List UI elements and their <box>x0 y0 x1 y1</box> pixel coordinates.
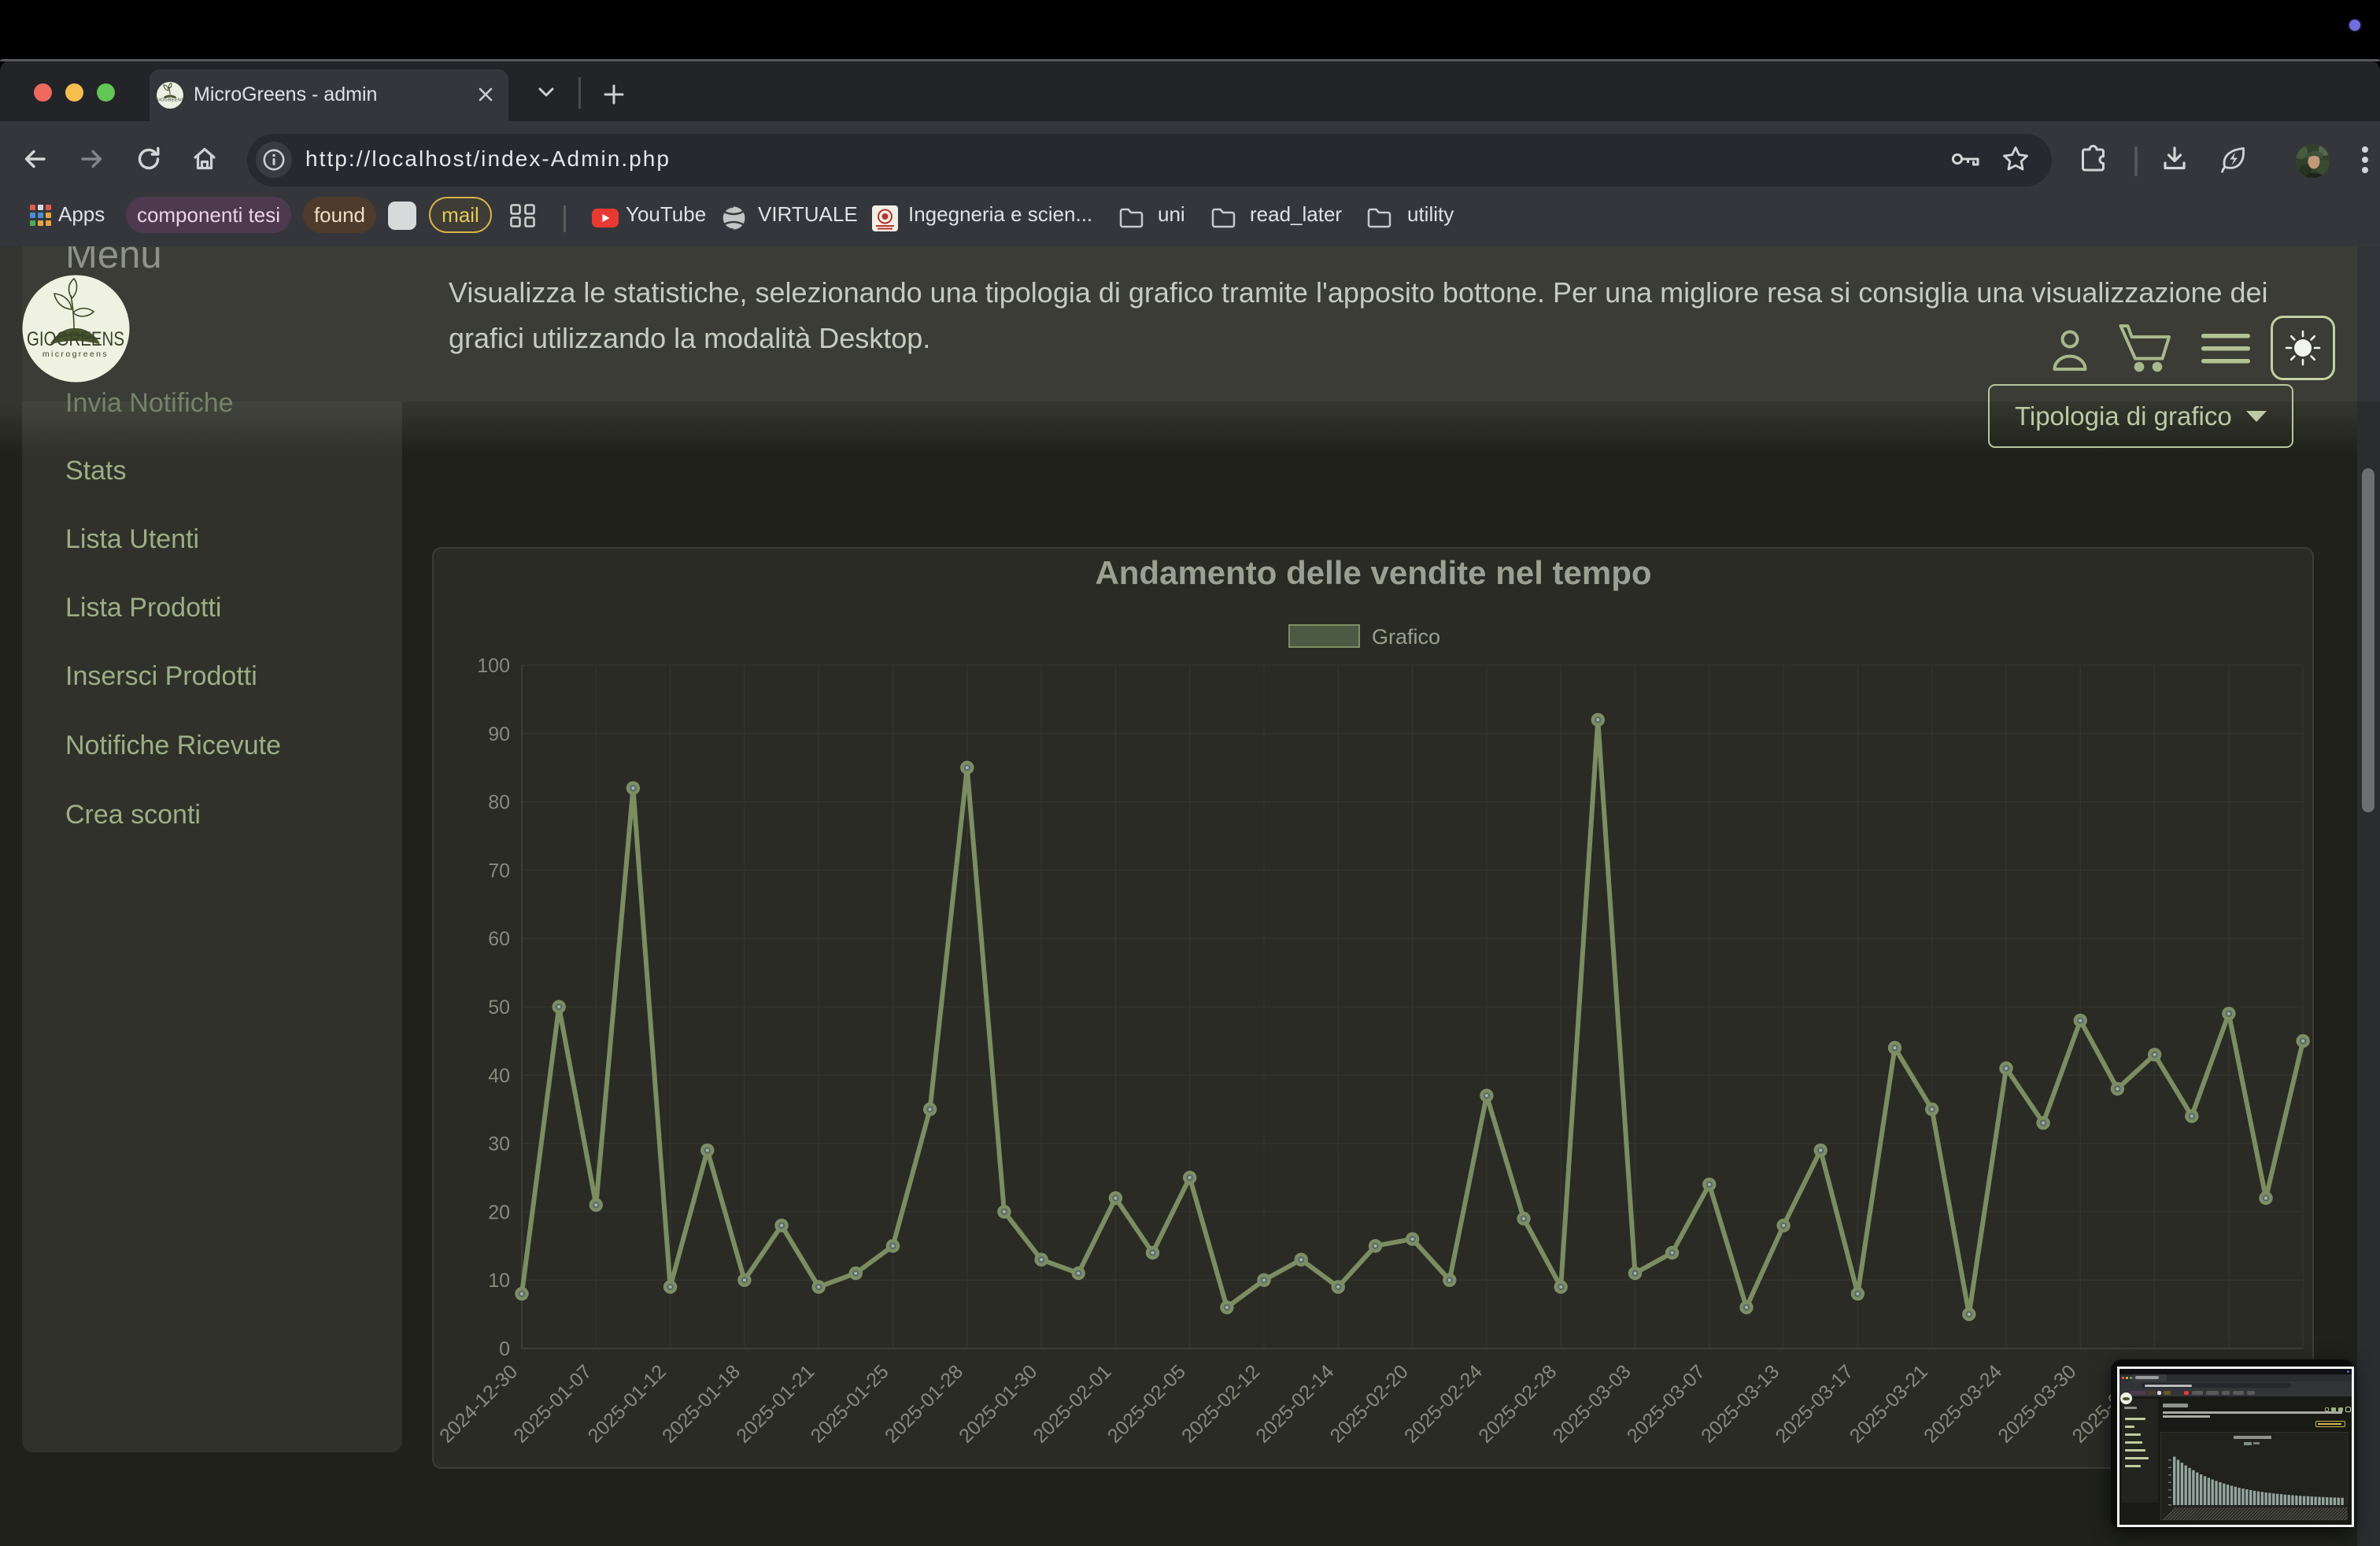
svg-text:GIOGREENS: GIOGREENS <box>157 98 183 103</box>
svg-text:90: 90 <box>488 723 510 745</box>
svg-text:100: 100 <box>477 655 510 677</box>
svg-text:2025-01-07: 2025-01-07 <box>509 1360 596 1447</box>
svg-text:2025-02-14: 2025-02-14 <box>1251 1360 1338 1447</box>
svg-text:2025-03-24: 2025-03-24 <box>1920 1360 2006 1447</box>
svg-text:60: 60 <box>488 928 510 950</box>
svg-text:2025-03-17: 2025-03-17 <box>1771 1360 1857 1447</box>
svg-text:2025-02-20: 2025-02-20 <box>1326 1360 1413 1447</box>
svg-text:2025-03-07: 2025-03-07 <box>1623 1360 1709 1447</box>
svg-text:40: 40 <box>488 1065 510 1087</box>
svg-text:70: 70 <box>488 860 510 882</box>
svg-text:2025-03-13: 2025-03-13 <box>1697 1360 1783 1447</box>
svg-text:2025-02-05: 2025-02-05 <box>1103 1360 1190 1447</box>
svg-text:2024-12-30: 2024-12-30 <box>435 1360 522 1447</box>
svg-text:0: 0 <box>499 1338 510 1360</box>
svg-text:2025-03-03: 2025-03-03 <box>1549 1360 1635 1447</box>
svg-text:20: 20 <box>488 1201 510 1223</box>
svg-text:2025-01-12: 2025-01-12 <box>584 1360 671 1447</box>
svg-text:microgreens: microgreens <box>42 350 109 359</box>
svg-text:GIOGREENS: GIOGREENS <box>27 328 124 350</box>
svg-text:2025-02-01: 2025-02-01 <box>1029 1360 1115 1447</box>
svg-text:2025-01-18: 2025-01-18 <box>658 1360 745 1447</box>
svg-text:2025-02-12: 2025-02-12 <box>1177 1360 1264 1447</box>
svg-text:2025-01-30: 2025-01-30 <box>955 1360 1041 1447</box>
svg-text:Andamento delle vendite nel te: Andamento delle vendite nel tempo <box>1095 554 1651 591</box>
svg-text:2025-02-24: 2025-02-24 <box>1400 1360 1487 1447</box>
svg-text:10: 10 <box>488 1270 510 1292</box>
svg-text:2025-02-28: 2025-02-28 <box>1474 1360 1561 1447</box>
svg-text:50: 50 <box>488 997 510 1019</box>
svg-text:2025-01-21: 2025-01-21 <box>732 1360 819 1447</box>
svg-text:2025-01-25: 2025-01-25 <box>807 1360 893 1447</box>
svg-text:2025-01-28: 2025-01-28 <box>881 1360 967 1447</box>
svg-text:Grafico: Grafico <box>1372 625 1440 649</box>
svg-text:30: 30 <box>488 1134 510 1156</box>
svg-text:80: 80 <box>488 792 510 814</box>
svg-text:2025-03-30: 2025-03-30 <box>1994 1360 2080 1447</box>
svg-text:2025-03-21: 2025-03-21 <box>1846 1360 1932 1447</box>
